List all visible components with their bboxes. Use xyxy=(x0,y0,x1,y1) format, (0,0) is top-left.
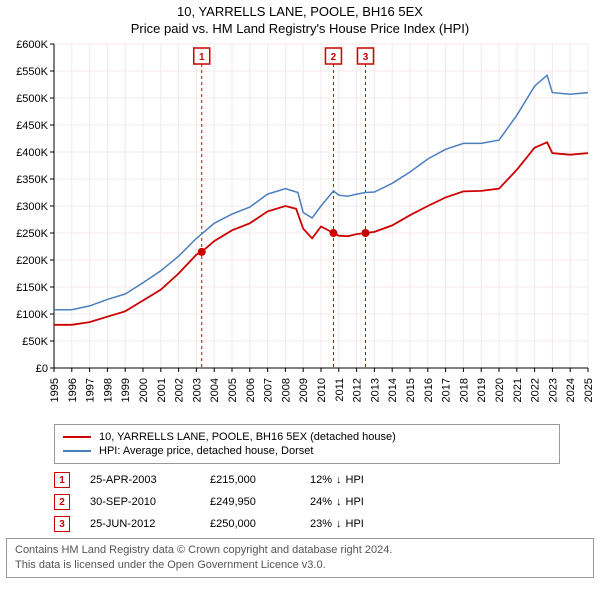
legend-item: 10, YARRELLS LANE, POOLE, BH16 5EX (deta… xyxy=(63,431,551,443)
transaction-date: 25-APR-2003 xyxy=(90,474,190,486)
transaction-pct: 12%↓HPI xyxy=(310,474,400,486)
transaction-price: £249,950 xyxy=(210,496,290,508)
transaction-row: 1 25-APR-2003 £215,000 12%↓HPI xyxy=(54,472,560,488)
legend-swatch xyxy=(63,436,91,438)
svg-text:2004: 2004 xyxy=(209,378,221,402)
svg-text:1999: 1999 xyxy=(120,378,132,402)
svg-text:2022: 2022 xyxy=(530,378,542,402)
svg-text:£250K: £250K xyxy=(16,228,48,240)
svg-text:2008: 2008 xyxy=(280,378,292,402)
svg-text:2018: 2018 xyxy=(458,378,470,402)
transaction-pct: 24%↓HPI xyxy=(310,496,400,508)
svg-text:2006: 2006 xyxy=(245,378,257,402)
svg-text:£350K: £350K xyxy=(16,174,48,186)
svg-text:2019: 2019 xyxy=(476,378,488,402)
svg-text:1995: 1995 xyxy=(49,378,61,402)
legend-label: HPI: Average price, detached house, Dors… xyxy=(99,445,313,457)
legend-label: 10, YARRELLS LANE, POOLE, BH16 5EX (deta… xyxy=(99,431,396,443)
svg-text:2017: 2017 xyxy=(441,378,453,402)
svg-text:2007: 2007 xyxy=(263,378,275,402)
svg-text:£100K: £100K xyxy=(16,309,48,321)
chart-area: £0 £50K £100K £150K £200K £250K £300K £350K £400… xyxy=(0,38,600,418)
svg-text:1997: 1997 xyxy=(85,378,97,402)
arrow-down-icon: ↓ xyxy=(336,474,342,486)
svg-text:£150K: £150K xyxy=(16,282,48,294)
svg-text:2001: 2001 xyxy=(156,378,168,402)
svg-text:2020: 2020 xyxy=(494,378,506,402)
svg-text:2024: 2024 xyxy=(565,378,577,402)
arrow-down-icon: ↓ xyxy=(336,518,342,530)
svg-text:2003: 2003 xyxy=(191,378,203,402)
legend: 10, YARRELLS LANE, POOLE, BH16 5EX (deta… xyxy=(54,424,560,464)
transaction-marker: 1 xyxy=(54,472,70,488)
svg-text:2015: 2015 xyxy=(405,378,417,402)
svg-text:£550K: £550K xyxy=(16,66,48,78)
footer-line2: This data is licensed under the Open Gov… xyxy=(15,558,585,573)
svg-text:2012: 2012 xyxy=(352,378,364,402)
transaction-marker: 3 xyxy=(54,516,70,532)
svg-text:2011: 2011 xyxy=(334,378,346,402)
svg-text:2014: 2014 xyxy=(387,378,399,402)
title-line1: 10, YARRELLS LANE, POOLE, BH16 5EX xyxy=(0,4,600,19)
svg-text:2016: 2016 xyxy=(423,378,435,402)
svg-text:£50K: £50K xyxy=(22,336,48,348)
legend-swatch xyxy=(63,450,91,452)
transaction-row: 3 25-JUN-2012 £250,000 23%↓HPI xyxy=(54,516,560,532)
transaction-price: £250,000 xyxy=(210,518,290,530)
transaction-price: £215,000 xyxy=(210,474,290,486)
transaction-marker: 2 xyxy=(54,494,70,510)
svg-text:£300K: £300K xyxy=(16,201,48,213)
chart-title-block: 10, YARRELLS LANE, POOLE, BH16 5EX Price… xyxy=(0,0,600,38)
svg-text:£400K: £400K xyxy=(16,147,48,159)
svg-text:1: 1 xyxy=(199,52,205,63)
svg-text:2002: 2002 xyxy=(174,378,186,402)
svg-text:2023: 2023 xyxy=(547,378,559,402)
svg-text:2010: 2010 xyxy=(316,378,328,402)
svg-text:1996: 1996 xyxy=(67,378,79,402)
footer-line1: Contains HM Land Registry data © Crown c… xyxy=(15,543,585,558)
svg-text:2: 2 xyxy=(331,52,337,63)
transaction-date: 30-SEP-2010 xyxy=(90,496,190,508)
svg-text:2013: 2013 xyxy=(369,378,381,402)
title-line2: Price paid vs. HM Land Registry's House … xyxy=(0,21,600,36)
transaction-date: 25-JUN-2012 xyxy=(90,518,190,530)
svg-text:2000: 2000 xyxy=(138,378,150,402)
svg-text:£450K: £450K xyxy=(16,120,48,132)
legend-item: HPI: Average price, detached house, Dors… xyxy=(63,445,551,457)
transaction-pct: 23%↓HPI xyxy=(310,518,400,530)
footer-attribution: Contains HM Land Registry data © Crown c… xyxy=(6,538,594,578)
svg-text:£600K: £600K xyxy=(16,39,48,51)
svg-text:1998: 1998 xyxy=(102,378,114,402)
svg-text:2005: 2005 xyxy=(227,378,239,402)
svg-text:£0: £0 xyxy=(36,363,48,375)
svg-text:£500K: £500K xyxy=(16,93,48,105)
svg-text:3: 3 xyxy=(363,52,369,63)
svg-text:2025: 2025 xyxy=(583,378,595,402)
transaction-row: 2 30-SEP-2010 £249,950 24%↓HPI xyxy=(54,494,560,510)
arrow-down-icon: ↓ xyxy=(336,496,342,508)
transactions-list: 1 25-APR-2003 £215,000 12%↓HPI 2 30-SEP-2010 £… xyxy=(54,472,560,532)
svg-text:2009: 2009 xyxy=(298,378,310,402)
line-chart-svg: £0 £50K £100K £150K £200K £250K £300K £350K £400… xyxy=(0,38,600,418)
svg-text:£200K: £200K xyxy=(16,255,48,267)
svg-text:2021: 2021 xyxy=(512,378,524,402)
